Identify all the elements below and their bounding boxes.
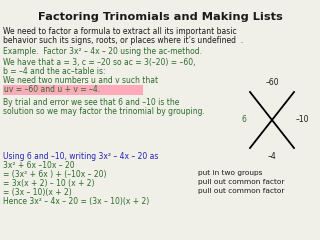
Text: uv = –60 and u + v = –4.: uv = –60 and u + v = –4. <box>4 85 100 94</box>
Text: 6: 6 <box>242 115 246 125</box>
Text: put in two groups: put in two groups <box>198 170 262 176</box>
Text: b = –4 and the ac–table is:: b = –4 and the ac–table is: <box>3 67 106 76</box>
Text: –4: –4 <box>268 152 276 161</box>
Text: solution so we may factor the trinomial by grouping.: solution so we may factor the trinomial … <box>3 107 205 116</box>
Text: = (3x – 10)(x + 2): = (3x – 10)(x + 2) <box>3 188 72 197</box>
Text: = (3x² + 6x ) + (–10x – 20): = (3x² + 6x ) + (–10x – 20) <box>3 170 107 179</box>
FancyBboxPatch shape <box>3 85 143 95</box>
Text: Factoring Trinomials and Making Lists: Factoring Trinomials and Making Lists <box>38 12 282 22</box>
Text: 3x² + 6x –10x – 20: 3x² + 6x –10x – 20 <box>3 161 75 170</box>
Text: pull out common factor: pull out common factor <box>198 188 284 194</box>
Text: Example.  Factor 3x² – 4x – 20 using the ac-method.: Example. Factor 3x² – 4x – 20 using the … <box>3 47 202 56</box>
Text: We have that a = 3, c = –20 so ac = 3(–20) = –60,: We have that a = 3, c = –20 so ac = 3(–2… <box>3 58 196 67</box>
Text: behavior such its signs, roots, or places where it’s undefined  .: behavior such its signs, roots, or place… <box>3 36 243 45</box>
Text: –10: –10 <box>295 115 309 125</box>
Text: pull out common factor: pull out common factor <box>198 179 284 185</box>
Text: –60: –60 <box>265 78 279 87</box>
Text: = 3x(x + 2) – 10 (x + 2): = 3x(x + 2) – 10 (x + 2) <box>3 179 94 188</box>
Text: Hence 3x² – 4x – 20 = (3x – 10)(x + 2): Hence 3x² – 4x – 20 = (3x – 10)(x + 2) <box>3 197 149 206</box>
Text: We need two numbers u and v such that: We need two numbers u and v such that <box>3 76 158 85</box>
Text: We need to factor a formula to extract all its important basic: We need to factor a formula to extract a… <box>3 27 236 36</box>
Text: Using 6 and –10, writing 3x² – 4x – 20 as: Using 6 and –10, writing 3x² – 4x – 20 a… <box>3 152 158 161</box>
Text: By trial and error we see that 6 and –10 is the: By trial and error we see that 6 and –10… <box>3 98 180 107</box>
